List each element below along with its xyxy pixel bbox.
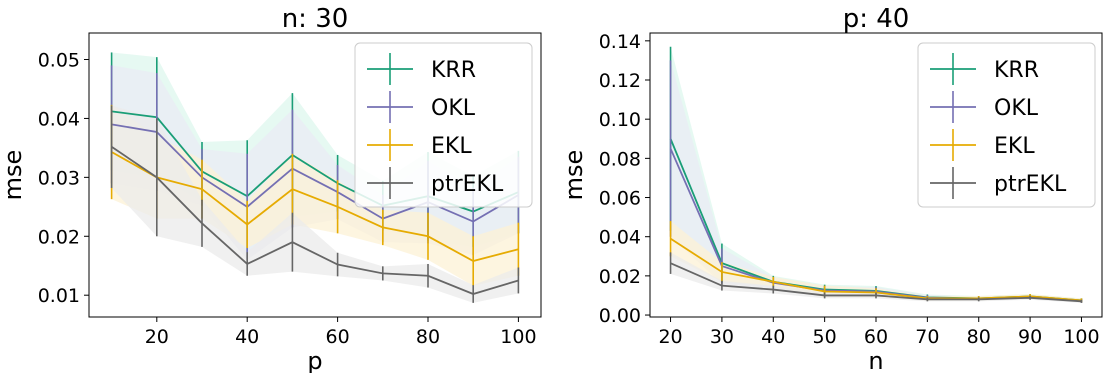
y-tick-label: 0.14 (599, 31, 641, 53)
x-tick-label: 100 (1063, 326, 1099, 348)
x-axis-label: n (868, 347, 883, 373)
x-tick-label: 90 (1018, 326, 1042, 348)
chart-panel-2: 20 30 40 50 60 70 80 90 100 0.00 0.02 0.04 0.06 0.08 0… (560, 4, 1103, 375)
x-tick-label: 40 (761, 326, 785, 348)
y-tick-label: 0.12 (599, 70, 641, 92)
legend-box (917, 42, 1096, 208)
x-axis-label: p (307, 347, 322, 373)
y-tick-label: 0.04 (599, 227, 641, 249)
legend-label-krr: KRR (431, 58, 476, 83)
series-line-ekl (111, 151, 519, 262)
plot-area (669, 46, 1083, 303)
legend-label-okl: OKL (431, 96, 476, 121)
y-tick-label: 0.10 (599, 109, 641, 131)
legend-box (354, 42, 533, 208)
legend: KRR OKL EKL ptrEKL (354, 42, 533, 208)
x-tick-label: 60 (864, 326, 888, 348)
y-tick-label: 0.02 (38, 226, 80, 248)
legend-label-ekl: EKL (994, 134, 1035, 159)
y-tick-label: 0.05 (38, 50, 80, 72)
series-line-ptrekl (670, 262, 1082, 303)
y-tick-label: 0.03 (38, 167, 80, 189)
chart-panel-1: 20 40 60 80 100 0.01 0.02 0.03 0.04 0.05 n: 30 p mse… (0, 4, 542, 375)
y-tick-label: 0.01 (38, 285, 80, 307)
y-tick-label: 0.04 (38, 108, 80, 130)
x-tick-label: 60 (326, 326, 350, 348)
chart-title: p: 40 (843, 4, 910, 34)
x-tick-label: 20 (145, 326, 169, 348)
x-tick-label: 80 (967, 326, 991, 348)
x-tick-label: 30 (710, 326, 734, 348)
legend-label-ptrekl: ptrEKL (994, 172, 1067, 197)
band-ekl (111, 104, 519, 286)
y-axis-label: mse (0, 150, 27, 201)
axes-frame (88, 32, 542, 318)
x-tick-label: 100 (500, 326, 536, 348)
legend: KRR OKL EKL ptrEKL (917, 42, 1096, 208)
chart-title: n: 30 (282, 4, 349, 34)
series-line-okl (111, 123, 519, 223)
x-tick-label: 50 (813, 326, 837, 348)
x-tick-label: 40 (235, 326, 259, 348)
x-tick-label: 70 (915, 326, 939, 348)
x-tick-label: 20 (658, 326, 682, 348)
legend-label-okl: OKL (994, 96, 1039, 121)
y-tick-label: 0.00 (599, 305, 641, 327)
series-line-ptrekl (111, 145, 519, 295)
legend-label-ekl: EKL (431, 134, 472, 159)
x-tick-label: 80 (416, 326, 440, 348)
y-tick-label: 0.06 (599, 188, 641, 210)
y-axis-label: mse (560, 150, 588, 201)
y-tick-label: 0.08 (599, 148, 641, 170)
legend-label-krr: KRR (994, 58, 1039, 83)
legend-label-ptrekl: ptrEKL (431, 172, 504, 197)
band-ptrekl (111, 105, 519, 303)
y-tick-label: 0.02 (599, 266, 641, 288)
